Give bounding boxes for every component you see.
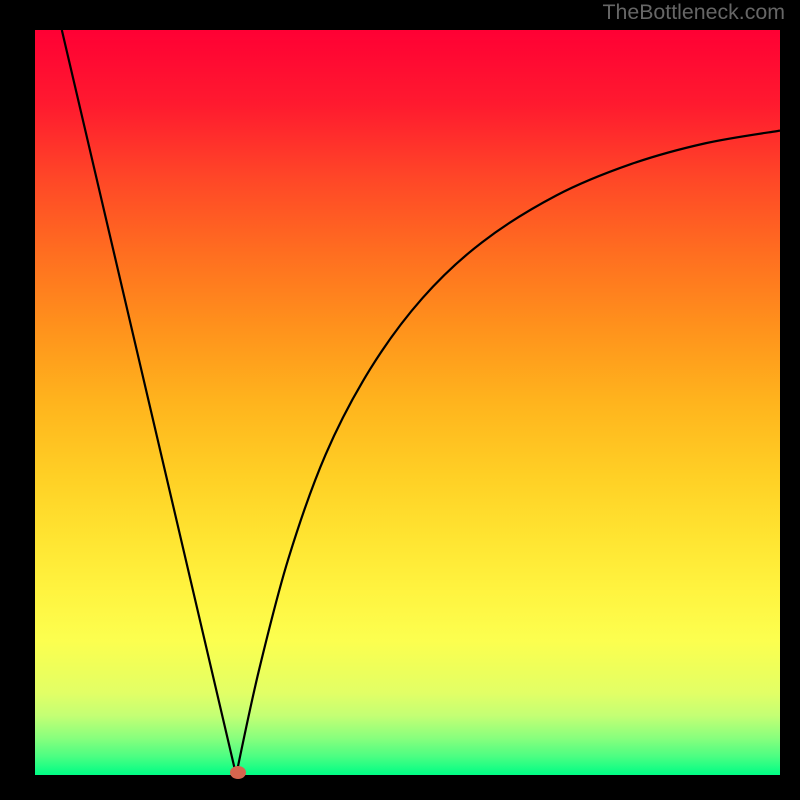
bottleneck-curve [35,30,780,775]
watermark-text: TheBottleneck.com [602,0,785,25]
bottleneck-marker [230,766,246,779]
chart-container: TheBottleneck.com [0,0,800,800]
plot-area [35,30,780,775]
bottleneck-curve-path [62,30,780,775]
